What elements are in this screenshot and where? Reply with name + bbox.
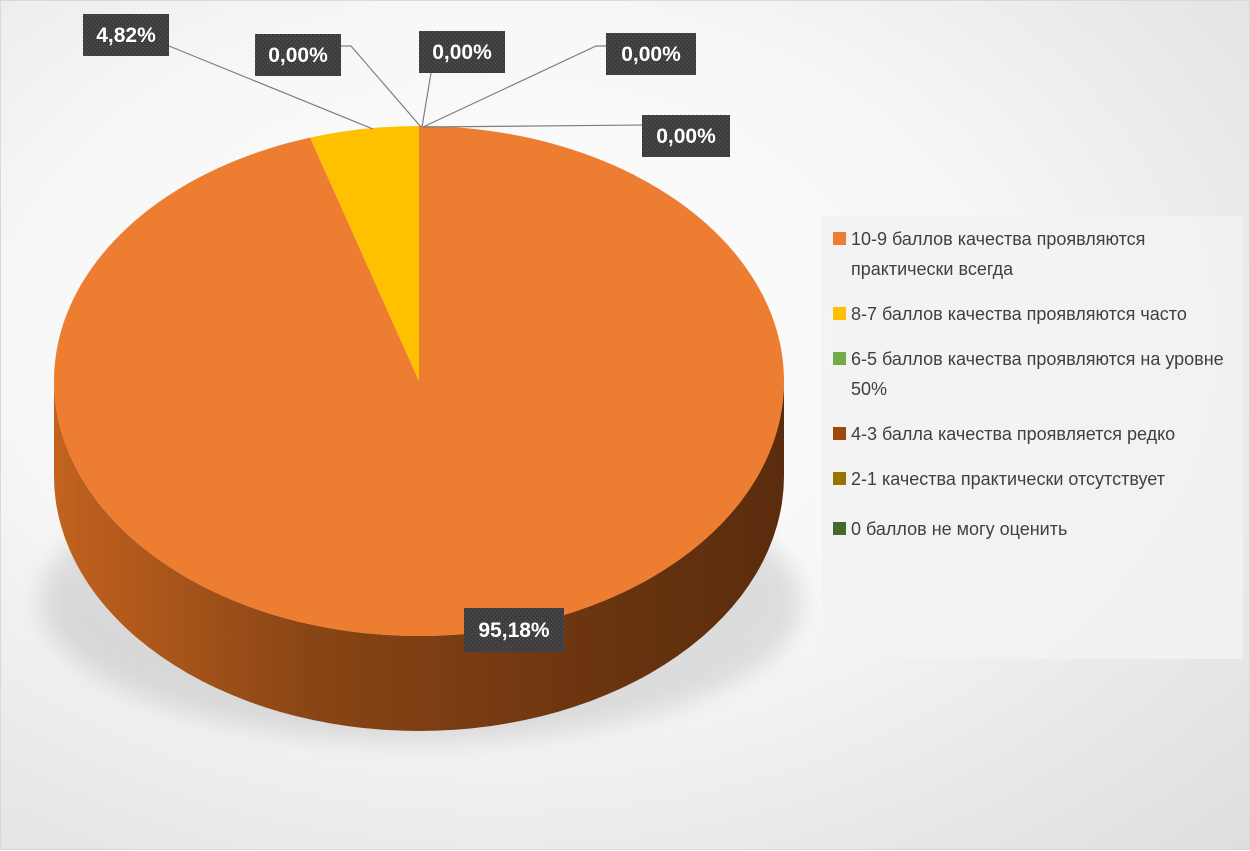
data-label-1: 95,18%	[478, 619, 550, 642]
data-label-box-2	[83, 14, 169, 56]
pie-slice-2	[310, 126, 419, 381]
legend-swatch-4	[833, 427, 846, 440]
data-label-box-3	[255, 34, 341, 76]
legend-label-5: 2-1 качества практически отсутствует	[851, 469, 1165, 489]
data-label-3: 0,00%	[268, 44, 328, 67]
pie-slice-1	[54, 126, 785, 637]
data-labels: 95,18% 4,82% 0,00% 0,00% 0,00% 0,00%	[83, 14, 730, 652]
legend-item-2: 8-7 баллов качества проявляются часто	[833, 299, 1237, 329]
legend: 10-9 баллов качества проявляются практич…	[821, 216, 1243, 659]
leader-line-4	[421, 72, 432, 128]
leader-line-6	[422, 124, 643, 128]
legend-label-1: 10-9 баллов качества проявляются практич…	[851, 229, 1146, 279]
data-label-box-6	[642, 115, 730, 157]
legend-swatch-3	[833, 352, 846, 365]
legend-label-2: 8-7 баллов качества проявляются часто	[851, 304, 1187, 324]
leader-line-5	[422, 45, 606, 128]
pie-sides	[54, 381, 784, 731]
legend-swatch-1	[833, 232, 846, 245]
legend-swatch-2	[833, 307, 846, 320]
data-label-5: 0,00%	[621, 43, 681, 66]
data-label-2: 4,82%	[96, 24, 156, 47]
data-label-4: 0,00%	[432, 41, 492, 64]
legend-swatch-5	[833, 472, 846, 485]
legend-swatch-6	[833, 522, 846, 535]
data-label-box-4	[419, 31, 505, 73]
legend-item-5: 2-1 качества практически отсутствует	[833, 464, 1237, 494]
leader-line-2	[168, 45, 374, 130]
data-label-box-1	[464, 608, 564, 652]
data-label-6: 0,00%	[656, 125, 716, 148]
legend-label-4: 4-3 балла качества проявляется редко	[851, 424, 1176, 444]
legend-label-3: 6-5 баллов качества проявляются на уровн…	[851, 349, 1224, 399]
leader-lines	[168, 45, 643, 130]
pie-slices	[54, 126, 785, 637]
legend-item-4: 4-3 балла качества проявляется редко	[833, 419, 1237, 449]
pie-side-1	[54, 381, 784, 731]
legend-item-6: 0 баллов не могу оценить	[833, 514, 1237, 544]
legend-item-3: 6-5 баллов качества проявляются на уровн…	[833, 344, 1237, 404]
legend-label-6: 0 баллов не могу оценить	[851, 519, 1068, 539]
leader-line-3	[341, 45, 422, 128]
data-label-box-5	[606, 33, 696, 75]
legend-item-1: 10-9 баллов качества проявляются практич…	[833, 224, 1237, 284]
